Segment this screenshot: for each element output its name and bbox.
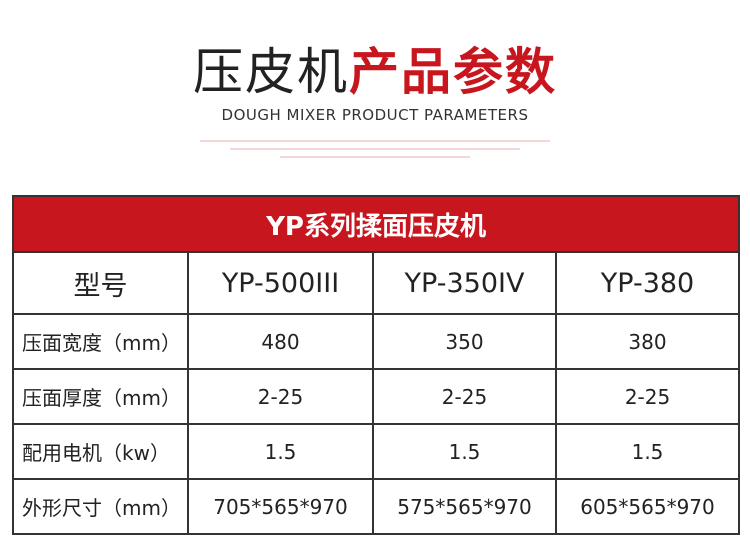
row-label: 外形尺寸（mm）: [12, 478, 189, 535]
title-black: 压皮机: [193, 43, 349, 101]
cell: 2-25: [187, 368, 374, 425]
table-title: YP系列揉面压皮机: [11, 195, 741, 253]
subtitle: DOUGH MIXER PRODUCT PARAMETERS: [221, 106, 529, 124]
cell: 705*565*970: [187, 478, 374, 535]
cell: 380: [554, 313, 741, 370]
row-label: 压面宽度（mm）: [12, 313, 189, 370]
cell: 605*565*970: [554, 478, 741, 535]
title: 压皮机产品参数: [0, 40, 750, 104]
table-title-row: YP系列揉面压皮机: [11, 195, 741, 253]
column-header: YP-500III: [187, 251, 374, 315]
data-row: 配用电机（kw） 1.5 1.5 1.5: [12, 423, 741, 480]
cell: 2-25: [372, 368, 557, 425]
cell: 1.5: [187, 423, 374, 480]
header-row: 型号 YP-500III YP-350IV YP-380: [12, 251, 741, 315]
cell: 350: [372, 313, 557, 370]
column-header: 型号: [12, 251, 189, 315]
cell: 480: [187, 313, 374, 370]
title-red: 产品参数: [349, 43, 557, 101]
data-row: 外形尺寸（mm） 705*565*970 575*565*970 605*565*97…: [12, 478, 741, 535]
decoration: [230, 148, 520, 150]
row-label: 配用电机（kw）: [12, 423, 189, 480]
cell: 2-25: [554, 368, 741, 425]
row-label: 压面厚度（mm）: [12, 368, 189, 425]
decoration: [280, 156, 470, 158]
column-header: YP-350IV: [372, 251, 557, 315]
column-header: YP-380: [554, 251, 741, 315]
cell: 1.5: [554, 423, 741, 480]
spec-table: YP系列揉面压皮机 型号 YP-500III YP-350IV YP-380 压面宽度（m…: [11, 195, 741, 535]
data-row: 压面厚度（mm） 2-25 2-25 2-25: [12, 368, 741, 425]
cell: 575*565*970: [372, 478, 557, 535]
cell: 1.5: [372, 423, 557, 480]
decoration: [200, 140, 550, 142]
data-row: 压面宽度（mm） 480 350 380: [12, 313, 741, 370]
